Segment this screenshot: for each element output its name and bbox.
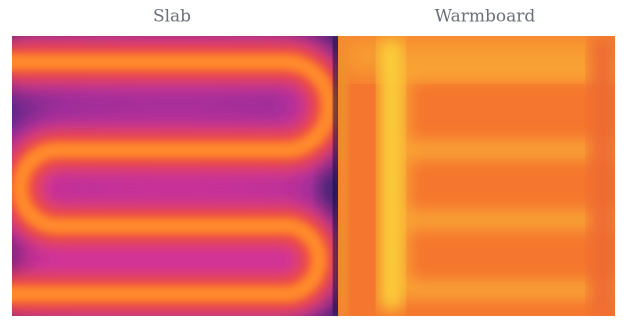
slab-thermal-image xyxy=(12,36,338,316)
seam xyxy=(334,36,338,316)
panel-label: Slab xyxy=(153,7,191,27)
warmboard-thermal-image xyxy=(338,36,615,316)
panel-label: Warmboard xyxy=(435,7,536,27)
